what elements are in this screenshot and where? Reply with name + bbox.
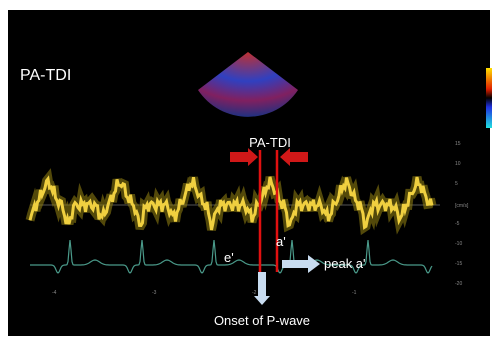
time-tick: -3 — [152, 290, 157, 296]
color-bar — [486, 68, 492, 128]
peak-label: peak a' — [324, 256, 366, 271]
time-tick: -2 — [252, 290, 257, 296]
e-prime-label: e' — [224, 250, 234, 265]
marker-label: PA-TDI — [249, 135, 291, 150]
velocity-tick: 10 — [455, 161, 461, 167]
title: PA-TDI — [20, 67, 71, 84]
screenshot: PA-TDI PA-TDI e' a' peak a' Onset of P-w… — [0, 0, 498, 342]
velocity-tick: 5 — [455, 181, 458, 187]
time-tick: -4 — [52, 290, 57, 296]
velocity-unit: [cm/s] — [455, 203, 469, 209]
a-prime-label: a' — [276, 234, 286, 249]
velocity-tick: 15 — [455, 141, 461, 147]
velocity-tick: -5 — [455, 221, 460, 227]
time-tick: -1 — [352, 290, 357, 296]
onset-label: Onset of P-wave — [214, 313, 310, 328]
velocity-tick: -15 — [455, 261, 462, 267]
velocity-tick: -20 — [455, 281, 462, 287]
velocity-tick: -10 — [455, 241, 462, 247]
